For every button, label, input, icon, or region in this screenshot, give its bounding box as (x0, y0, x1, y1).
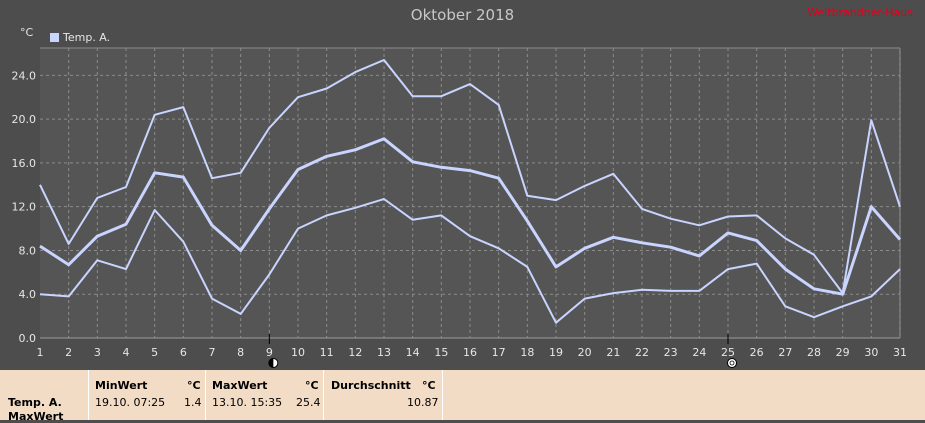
avg-value: 10.87 (407, 396, 439, 409)
moon-markers (268, 334, 737, 368)
y-tick-label: 8.0 (19, 244, 37, 257)
x-tick-label: 31 (893, 346, 907, 359)
avg-column: Durchschnitt °C 10.87 (323, 370, 443, 420)
x-tick-label: 22 (635, 346, 649, 359)
avg-unit: °C (422, 379, 436, 392)
legend: Temp. A. (50, 31, 110, 44)
x-tick-label: 26 (750, 346, 764, 359)
y-unit-label: °C (20, 26, 34, 39)
x-tick-label: 29 (836, 346, 850, 359)
legend-swatch (50, 33, 59, 42)
watermark: Weltbrandner-Haus (807, 6, 913, 19)
max-unit: °C (305, 379, 319, 392)
x-tick-label: 25 (721, 346, 735, 359)
y-tick-label: 4.0 (19, 288, 37, 301)
y-tick-label: 24.0 (12, 69, 37, 82)
y-axis: 0.0 4.0 8.0 12.0 16.0 20.0 24.0 (12, 69, 37, 345)
max-column: MaxWert °C 13.10. 15:35 25.4 (205, 370, 323, 420)
x-tick-label: 17 (492, 346, 506, 359)
legend-label: Temp. A. (63, 31, 111, 44)
x-tick-label: 7 (209, 346, 216, 359)
x-tick-label: 10 (291, 346, 305, 359)
x-tick-label: 28 (807, 346, 821, 359)
moon-icon (268, 358, 279, 368)
y-tick-label: 12.0 (12, 201, 37, 214)
series-line-avg (39, 137, 902, 296)
x-tick-label: 2 (65, 346, 72, 359)
min-time: 19.10. 07:25 (95, 396, 166, 409)
y-tick-label: 0.0 (19, 332, 37, 345)
x-tick-label: 13 (377, 346, 391, 359)
max-value: 25.4 (296, 396, 321, 409)
full-moon-icon-disc (727, 358, 737, 368)
x-tick-label: 23 (664, 346, 678, 359)
x-tick-label: 21 (606, 346, 620, 359)
x-tick-label: 11 (320, 346, 334, 359)
x-tick-label: 4 (123, 346, 130, 359)
full-moon-icon (727, 358, 737, 368)
x-tick-label: 5 (151, 346, 158, 359)
x-tick-label: 15 (434, 346, 448, 359)
x-tick-label: 20 (578, 346, 592, 359)
full-moon-icon-ring (729, 360, 735, 366)
x-tick-label: 30 (864, 346, 878, 359)
stats-row-label: Temp. A. (8, 396, 62, 409)
x-tick-label: 16 (463, 346, 477, 359)
min-value: 1.4 (184, 396, 202, 409)
temperature-chart: 0.04.08.012.016.020.024.0 1 2 3 4 5 6 7 8 9 10 11 1… (12, 47, 908, 368)
max-header: MaxWert (212, 379, 268, 392)
min-header: MinWert (95, 379, 148, 392)
x-tick-label: 6 (180, 346, 187, 359)
x-tick-label: 9 (266, 346, 273, 359)
y-tick-label: 16.0 (12, 157, 37, 170)
x-tick-label: 8 (237, 346, 244, 359)
x-tick-label: 3 (94, 346, 101, 359)
x-tick-label: 19 (549, 346, 563, 359)
x-axis: 1 2 3 4 5 6 7 8 9 10 11 12 13 14 15 16 17 18 19 20 21 22 23 24 2… (37, 346, 908, 359)
x-tick-label: 14 (406, 346, 420, 359)
chart-title: Oktober 2018 (410, 6, 515, 24)
series-line-min (39, 198, 901, 324)
x-tick-label: 24 (692, 346, 706, 359)
max-time: 13.10. 15:35 (212, 396, 283, 409)
avg-header: Durchschnitt (331, 379, 411, 392)
x-tick-label: 27 (778, 346, 792, 359)
x-tick-label: 1 (37, 346, 44, 359)
moon-icon-shade (268, 358, 274, 368)
min-unit: °C (187, 379, 201, 392)
min-column: MinWert °C 19.10. 07:25 1.4 (88, 370, 205, 420)
stats-row-label-2: MaxWert (8, 410, 64, 423)
x-tick-label: 18 (520, 346, 534, 359)
stats-panel: Temp. A. MaxWert MinWert °C 19.10. 07:25… (0, 370, 925, 423)
x-tick-label: 12 (348, 346, 362, 359)
series-lines (39, 59, 902, 324)
series-line-max (39, 59, 901, 295)
y-tick-label: 20.0 (12, 113, 37, 126)
